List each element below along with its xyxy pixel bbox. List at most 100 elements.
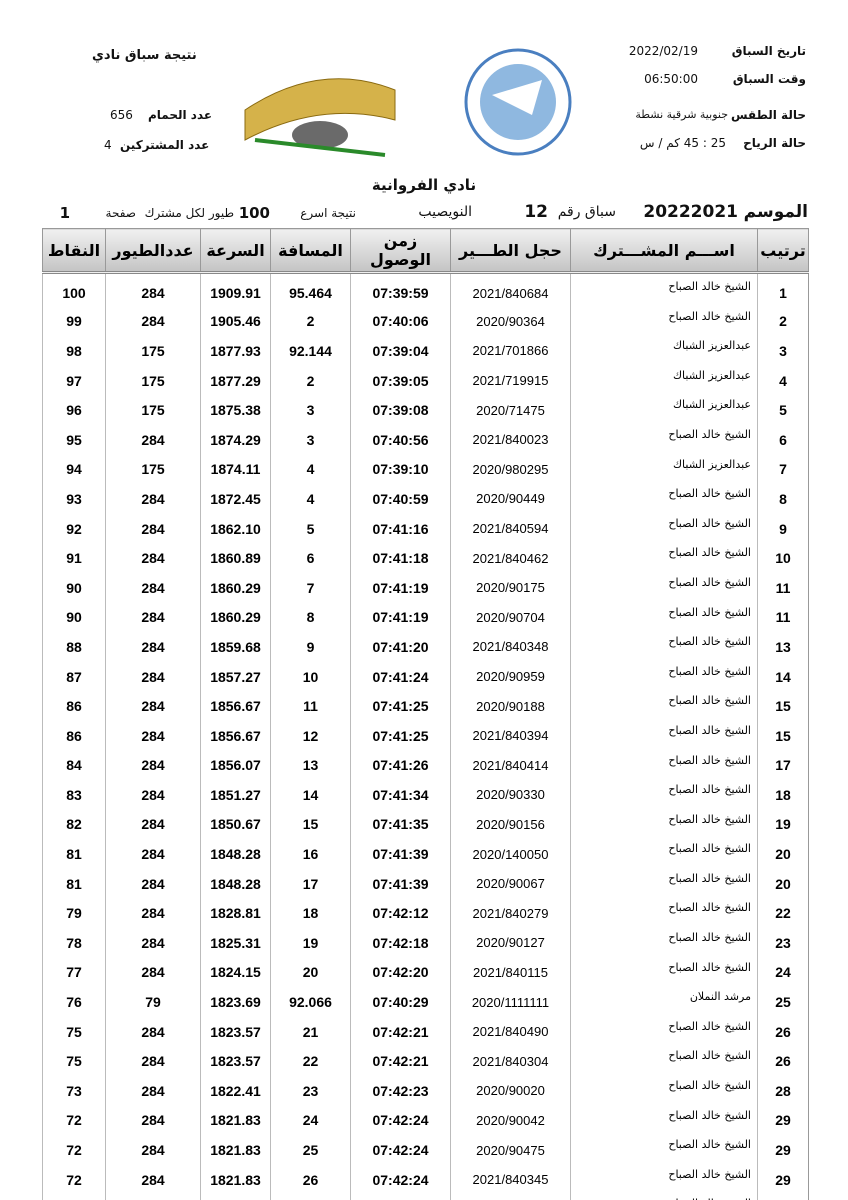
column-header: حجل الطـــير [450,228,571,274]
table-cell: 07:42:12 [350,898,451,929]
table-cell: 84 [42,750,106,781]
table-cell: مرشد النملان [570,987,758,1017]
table-cell: الشيخ خالد الصباح [570,272,758,307]
logo-stripe [254,138,386,157]
table-cell: 1823.57 [200,1016,271,1047]
table-cell: 27 [270,1194,351,1200]
table-cell: 11 [757,572,809,603]
table-cell: الشيخ خالد الصباح [570,720,758,751]
header-row: ترتيب اســـم المشـــترك حجل الطـــير زمن ال… [42,228,809,274]
table-cell: الشيخ خالد الصباح [570,839,758,869]
table-cell: عبدالعزيز الشباك [570,454,758,485]
table-cell: 9 [270,632,351,662]
table-row: 15 الشيخ خالد الصباح 2020/90188 07:41:25 11 1… [42,691,809,721]
table-cell: 284 [105,424,201,455]
wind-label: حالة الرياح [743,136,806,150]
table-row: 15 الشيخ خالد الصباح 2021/840394 07:41:25 12… [42,720,809,751]
table-cell: 26 [270,1164,351,1195]
table-cell: 3 [757,336,809,366]
page-number: 1 [59,204,70,222]
table-cell: 2020/90364 [450,306,571,337]
table-row: 4 عبدالعزيز الشباك 2021/719915 07:39:05 2 187… [42,365,809,396]
table-cell: 72 [42,1135,106,1165]
table-cell: الشيخ خالد الصباح [570,1016,758,1047]
race-no: 12 [524,202,548,222]
table-cell: 2020/90127 [450,928,571,958]
table-cell: الشيخ خالد الصباح [570,513,758,544]
table-row: 19 الشيخ خالد الصباح 2020/90156 07:41:35 15 1… [42,809,809,840]
table-cell: 13 [270,750,351,781]
table-row: 18 الشيخ خالد الصباح 2020/90330 07:41:34 14 1… [42,780,809,810]
table-row: 10 الشيخ خالد الصباح 2021/840462 07:41:18 6 1… [42,543,809,573]
table-cell: 07:42:25 [350,1194,451,1200]
table-cell: 4 [270,484,351,514]
table-cell: 07:41:20 [350,632,451,662]
table-cell: عبدالعزيز الشباك [570,336,758,366]
table-cell: 1821.83 [200,1105,271,1136]
table-cell: 79 [105,987,201,1017]
table-cell: 94 [42,454,106,485]
table-cell: 1848.28 [200,839,271,869]
table-cell: 97 [42,365,106,396]
table-cell: 07:42:21 [350,1016,451,1047]
table-cell: 29 [757,1164,809,1195]
table-row: 25 مرشد النملان 2020/1111111 07:40:29 92.066… [42,987,809,1017]
column-header: عددالطيور [105,228,201,274]
table-cell: 78 [42,928,106,958]
table-cell: عبدالعزيز الشباك [570,395,758,425]
table-cell: 1860.29 [200,572,271,603]
table-cell: 24 [757,957,809,988]
table-cell: 07:41:25 [350,720,451,751]
table-cell: 2021/840753 [450,1194,571,1200]
table-row: 29 الشيخ خالد الصباح 2021/840345 07:42:24 26… [42,1164,809,1195]
table-cell: 72 [42,1164,106,1195]
table-cell: 284 [105,809,201,840]
table-cell: 17 [270,868,351,899]
table-cell: 95.464 [270,272,351,307]
table-row: 26 الشيخ خالد الصباح 2021/840304 07:42:21 22… [42,1046,809,1077]
table-cell: 284 [105,632,201,662]
table-cell: 10 [270,661,351,692]
table-cell: الشيخ خالد الصباح [570,809,758,840]
table-cell: 284 [105,898,201,929]
table-cell: 1909.91 [200,272,271,307]
table-cell: الشيخ خالد الصباح [570,1105,758,1136]
table-row: 11 الشيخ خالد الصباح 2020/90175 07:41:19 7 18… [42,572,809,603]
table-cell: 284 [105,1164,201,1195]
table-cell: 29 [757,1105,809,1136]
table-row: 1 الشيخ خالد الصباح 2021/840684 07:39:59 95.… [42,272,809,307]
table-cell: 1856.67 [200,691,271,721]
logo-shape [492,80,542,115]
table-cell: 1856.07 [200,750,271,781]
table-cell: 11 [270,691,351,721]
participants-value: 4 [104,138,112,152]
column-header: اســـم المشـــترك [570,228,758,274]
table-row: 17 الشيخ خالد الصباح 2021/840414 07:41:26 13… [42,750,809,781]
federation-logo [464,48,572,156]
table-cell: 1860.29 [200,602,271,633]
table-cell: 14 [270,780,351,810]
table-cell: 1905.46 [200,306,271,337]
table-cell: 284 [105,1135,201,1165]
table-cell: 22 [757,898,809,929]
table-cell: 2020/90449 [450,484,571,514]
table-cell: 2020/90067 [450,868,571,899]
table-cell: 07:42:24 [350,1135,451,1165]
table-cell: 72 [42,1105,106,1136]
table-cell: 18 [270,898,351,929]
table-cell: 92.144 [270,336,351,366]
column-header: النقاط [42,228,106,274]
table-row: 5 عبدالعزيز الشباك 2020/71475 07:39:08 3 1875… [42,395,809,425]
table-cell: 1872.45 [200,484,271,514]
table-cell: 79 [42,898,106,929]
table-cell: 2021/840414 [450,750,571,781]
table-row: 9 الشيخ خالد الصباح 2021/840594 07:41:16 5 18… [42,513,809,544]
race-no-label: سباق رقم [557,204,616,220]
table-cell: 284 [105,750,201,781]
table-cell: 20 [270,957,351,988]
table-cell: 284 [105,572,201,603]
table-cell: 86 [42,720,106,751]
table-cell: 2021/840594 [450,513,571,544]
table-cell: 69 [42,1194,106,1200]
season-label: الموسم [743,202,808,222]
